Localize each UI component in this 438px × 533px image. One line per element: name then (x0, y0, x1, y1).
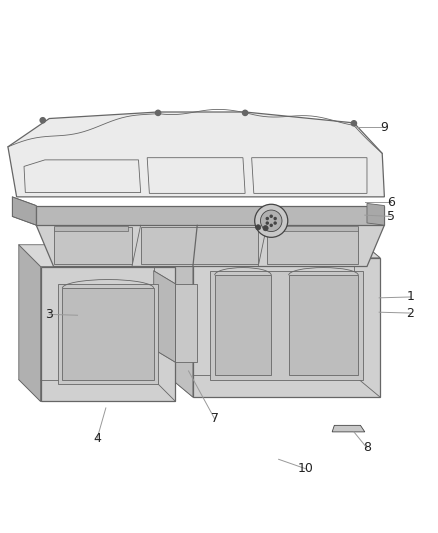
Circle shape (265, 217, 269, 220)
Polygon shape (210, 271, 363, 379)
Text: 7: 7 (211, 413, 219, 425)
Circle shape (273, 217, 277, 220)
Circle shape (261, 210, 282, 231)
Polygon shape (267, 228, 358, 264)
Circle shape (243, 110, 248, 116)
Circle shape (40, 118, 46, 123)
Polygon shape (62, 288, 154, 379)
Polygon shape (12, 197, 36, 225)
Polygon shape (36, 225, 385, 266)
Circle shape (351, 120, 357, 126)
Text: 10: 10 (298, 463, 314, 475)
Polygon shape (58, 284, 158, 384)
Text: 9: 9 (381, 121, 389, 134)
Circle shape (255, 225, 261, 230)
Polygon shape (176, 284, 197, 362)
Polygon shape (19, 245, 41, 401)
Polygon shape (19, 245, 176, 266)
Polygon shape (154, 271, 176, 362)
Text: 1: 1 (406, 290, 414, 303)
Polygon shape (8, 112, 385, 197)
Text: 8: 8 (363, 441, 371, 455)
Circle shape (269, 224, 273, 227)
Text: 6: 6 (387, 196, 395, 208)
Text: 5: 5 (387, 210, 395, 223)
Polygon shape (332, 425, 365, 432)
Polygon shape (167, 236, 193, 397)
Circle shape (263, 225, 268, 231)
Text: 4: 4 (93, 432, 101, 445)
Polygon shape (167, 236, 380, 258)
Polygon shape (276, 226, 358, 231)
Polygon shape (36, 206, 385, 225)
Circle shape (265, 221, 269, 225)
Text: 2: 2 (406, 306, 414, 320)
Circle shape (269, 214, 273, 218)
Text: 3: 3 (45, 308, 53, 321)
Circle shape (254, 204, 288, 237)
Circle shape (273, 221, 277, 225)
Polygon shape (289, 275, 358, 375)
Polygon shape (41, 266, 176, 401)
Polygon shape (193, 258, 380, 397)
Polygon shape (215, 275, 271, 375)
Circle shape (155, 110, 161, 116)
Polygon shape (367, 204, 385, 225)
Polygon shape (53, 226, 127, 231)
Polygon shape (141, 228, 258, 264)
Polygon shape (53, 228, 132, 264)
